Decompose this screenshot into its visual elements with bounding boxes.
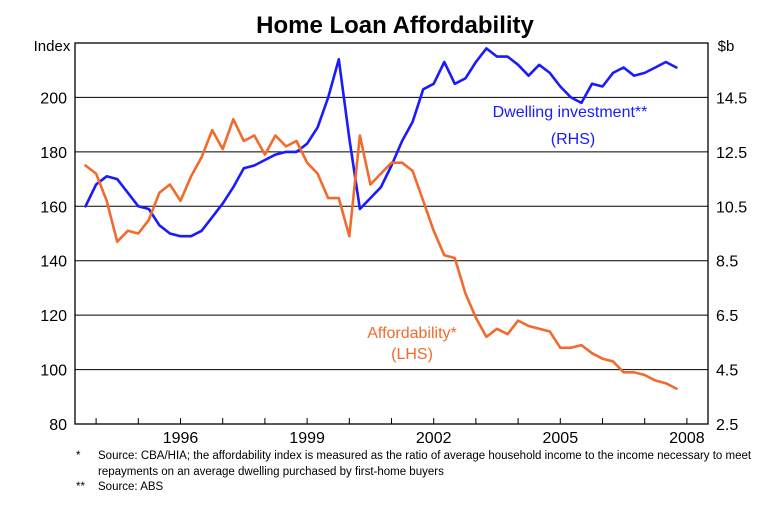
footnote-text: Source: ABS <box>98 481 164 493</box>
x-tick-label: 2008 <box>669 430 705 447</box>
left-axis-unit: Index <box>34 38 71 55</box>
footnote-mark: * <box>76 450 81 462</box>
series-lines <box>84 47 678 390</box>
right-tick-label: 2.5 <box>716 417 738 434</box>
footnote-mark: ** <box>76 481 85 493</box>
dwelling-series-label: Dwelling investment** <box>493 104 648 121</box>
left-tick-label: 180 <box>40 145 67 162</box>
right-axis-ticks: 2.5 4.5 6.5 8.5 10.5 12.5 14.5 <box>716 90 747 434</box>
x-axis-ticks: 1996 1999 2002 2005 2008 <box>95 418 705 447</box>
right-tick-label: 6.5 <box>716 308 738 325</box>
right-tick-label: 14.5 <box>716 90 747 107</box>
left-tick-label: 100 <box>40 363 67 380</box>
affordability-line <box>84 117 678 390</box>
left-tick-label: 80 <box>49 417 67 434</box>
chart-title: Home Loan Affordability <box>256 12 534 39</box>
footnote-source-affordability: * Source: CBA/HIA; the affordability ind… <box>76 449 756 480</box>
right-tick-label: 10.5 <box>716 199 747 216</box>
x-tick-label: 2005 <box>543 430 579 447</box>
right-tick-label: 12.5 <box>716 145 747 162</box>
left-tick-label: 160 <box>40 199 67 216</box>
footnote-text: Source: CBA/HIA; the affordability index… <box>98 450 752 478</box>
affordability-series-label: Affordability* <box>367 325 457 342</box>
chart: Home Loan Affordability Index $b 80 100 12… <box>34 12 748 447</box>
footnotes: * Source: CBA/HIA; the affordability ind… <box>76 449 756 496</box>
right-tick-label: 8.5 <box>716 254 738 271</box>
dwelling-investment-line <box>84 47 678 238</box>
footnote-source-dwelling: ** Source: ABS <box>76 480 756 496</box>
x-tick-label: 1999 <box>289 430 325 447</box>
x-tick-label: 2002 <box>416 430 452 447</box>
left-axis-ticks: 80 100 120 140 160 180 200 <box>40 90 67 434</box>
left-tick-label: 200 <box>40 90 67 107</box>
right-axis-unit: $b <box>718 38 735 55</box>
affordability-series-axis-label: (LHS) <box>391 346 433 363</box>
plot-frame <box>74 42 709 425</box>
x-tick-label: 1996 <box>163 430 199 447</box>
left-tick-label: 120 <box>40 308 67 325</box>
left-tick-label: 140 <box>40 254 67 271</box>
dwelling-series-axis-label: (RHS) <box>551 131 595 148</box>
gridlines <box>75 96 708 371</box>
right-tick-label: 4.5 <box>716 363 738 380</box>
